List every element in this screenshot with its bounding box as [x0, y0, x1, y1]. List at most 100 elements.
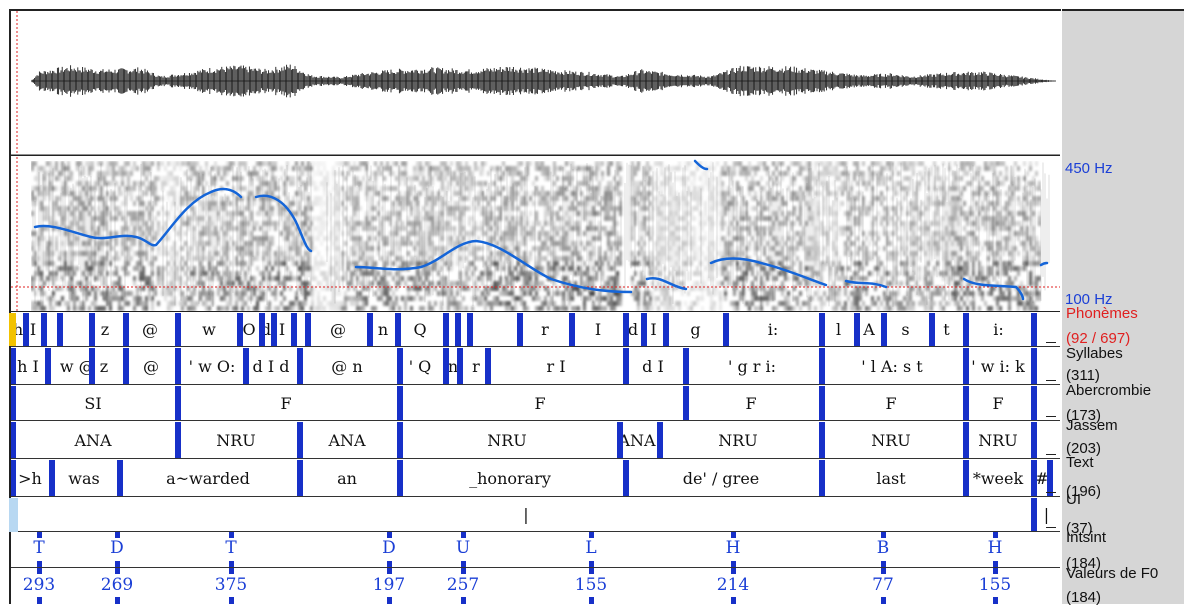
text-segment[interactable]: an [297, 460, 397, 496]
segment-boundary[interactable] [11, 386, 16, 420]
tier-name-jassem[interactable]: Jassem [1066, 418, 1118, 433]
segment-boundary[interactable] [963, 386, 969, 420]
phonemes-segment[interactable]: s [882, 313, 929, 346]
segment-boundary[interactable] [89, 348, 95, 384]
jassem-segment[interactable] [1033, 422, 1060, 458]
f0-label[interactable]: 293 [23, 575, 55, 595]
segment-boundary[interactable] [175, 422, 181, 458]
segment-boundary[interactable] [963, 422, 969, 458]
segment-boundary[interactable] [623, 460, 629, 496]
segment-boundary[interactable] [683, 348, 689, 384]
f0-label[interactable]: 155 [979, 575, 1011, 595]
intsint-label[interactable]: H [988, 538, 1003, 558]
segment-boundary[interactable] [623, 313, 629, 346]
segment-boundary[interactable] [683, 386, 689, 420]
segment-boundary[interactable] [123, 348, 129, 384]
segment-boundary[interactable] [819, 386, 825, 420]
segment-boundary[interactable] [175, 313, 181, 346]
text-segment[interactable]: was [49, 460, 119, 496]
segment-boundary[interactable] [305, 313, 311, 346]
segment-boundary[interactable] [1031, 313, 1037, 346]
abercrombie-segment[interactable]: F [175, 386, 397, 420]
tier-name-f0[interactable]: Valeurs de F0 [1066, 566, 1158, 581]
segment-boundary[interactable] [297, 422, 303, 458]
segment-boundary[interactable] [963, 348, 969, 384]
waveform-panel[interactable] [11, 11, 1060, 156]
phonemes-segment[interactable] [59, 313, 89, 346]
f0-label[interactable]: 214 [717, 575, 749, 595]
segment-boundary[interactable] [663, 313, 669, 346]
segment-boundary[interactable] [395, 313, 401, 346]
segment-boundary[interactable] [11, 460, 16, 496]
segment-boundary[interactable] [271, 313, 277, 346]
segment-boundary[interactable] [397, 386, 403, 420]
segment-boundary[interactable] [1031, 460, 1037, 496]
segment-boundary[interactable] [819, 422, 825, 458]
syllables-segment[interactable]: ' l A: s t [821, 348, 963, 384]
segment-boundary[interactable] [723, 313, 729, 346]
syllables-segment[interactable]: @ n [297, 348, 397, 384]
phonemes-segment[interactable]: g [666, 313, 725, 346]
segment-boundary[interactable] [243, 348, 249, 384]
segment-boundary[interactable] [291, 313, 297, 346]
segment-boundary[interactable] [517, 313, 523, 346]
tier-name-text[interactable]: Text [1066, 455, 1094, 470]
text-segment[interactable]: a~warded [119, 460, 297, 496]
segment-boundary[interactable] [123, 313, 129, 346]
segment-boundary[interactable] [1047, 460, 1053, 496]
segment-boundary[interactable] [467, 313, 473, 346]
phonemes-segment[interactable]: I [571, 313, 625, 346]
abercrombie-segment[interactable]: SI [11, 386, 175, 420]
text-segment[interactable]: >h [11, 460, 49, 496]
segment-boundary[interactable] [963, 313, 969, 346]
segment-boundary[interactable] [819, 348, 825, 384]
segment-boundary[interactable] [854, 313, 860, 346]
segment-boundary[interactable] [657, 422, 663, 458]
segment-boundary[interactable] [297, 348, 303, 384]
segment-boundary[interactable] [641, 313, 647, 346]
abercrombie-segment[interactable]: F [819, 386, 963, 420]
segment-boundary[interactable] [569, 313, 575, 346]
syllables-segment[interactable]: @ [123, 348, 179, 384]
syllables-segment[interactable]: ' w i: k [963, 348, 1033, 384]
phonemes-segment[interactable]: n [369, 313, 397, 346]
f0-label[interactable]: 375 [215, 575, 247, 595]
tier-row-ui[interactable]: || [11, 498, 1060, 532]
segment-boundary[interactable] [41, 313, 47, 346]
f0-label[interactable]: 257 [447, 575, 479, 595]
syllables-segment[interactable]: h I [11, 348, 45, 384]
segment-boundary[interactable] [397, 422, 403, 458]
segment-boundary[interactable] [11, 348, 16, 384]
intsint-label[interactable]: L [585, 538, 596, 558]
text-segment[interactable]: last [819, 460, 963, 496]
phonemes-segment[interactable]: l [821, 313, 856, 346]
intsint-label[interactable]: H [726, 538, 741, 558]
syllables-segment[interactable]: ' w O: [179, 348, 245, 384]
syllables-segment[interactable]: r I [489, 348, 623, 384]
segment-boundary[interactable] [89, 313, 95, 346]
syllables-segment[interactable]: d I [623, 348, 683, 384]
segment-boundary[interactable] [881, 313, 887, 346]
segment-boundary[interactable] [455, 313, 461, 346]
intsint-label[interactable]: D [382, 538, 396, 558]
intsint-label[interactable]: T [225, 538, 236, 558]
segment-boundary[interactable] [45, 348, 51, 384]
syllables-segment[interactable]: d I d [245, 348, 297, 384]
jassem-segment[interactable]: ANA [11, 422, 175, 458]
phonemes-segment[interactable]: Q [397, 313, 443, 346]
abercrombie-segment[interactable] [1033, 386, 1060, 420]
intsint-label[interactable]: D [110, 538, 124, 558]
abercrombie-segment[interactable]: F [683, 386, 819, 420]
f0-label[interactable]: 155 [575, 575, 607, 595]
segment-boundary[interactable] [819, 460, 825, 496]
syllables-segment[interactable] [1033, 348, 1060, 384]
segment-boundary[interactable] [819, 313, 825, 346]
segment-boundary[interactable] [963, 460, 969, 496]
tier-name-ui[interactable]: UI [1066, 492, 1081, 507]
ui-segment[interactable]: | [481, 498, 571, 531]
